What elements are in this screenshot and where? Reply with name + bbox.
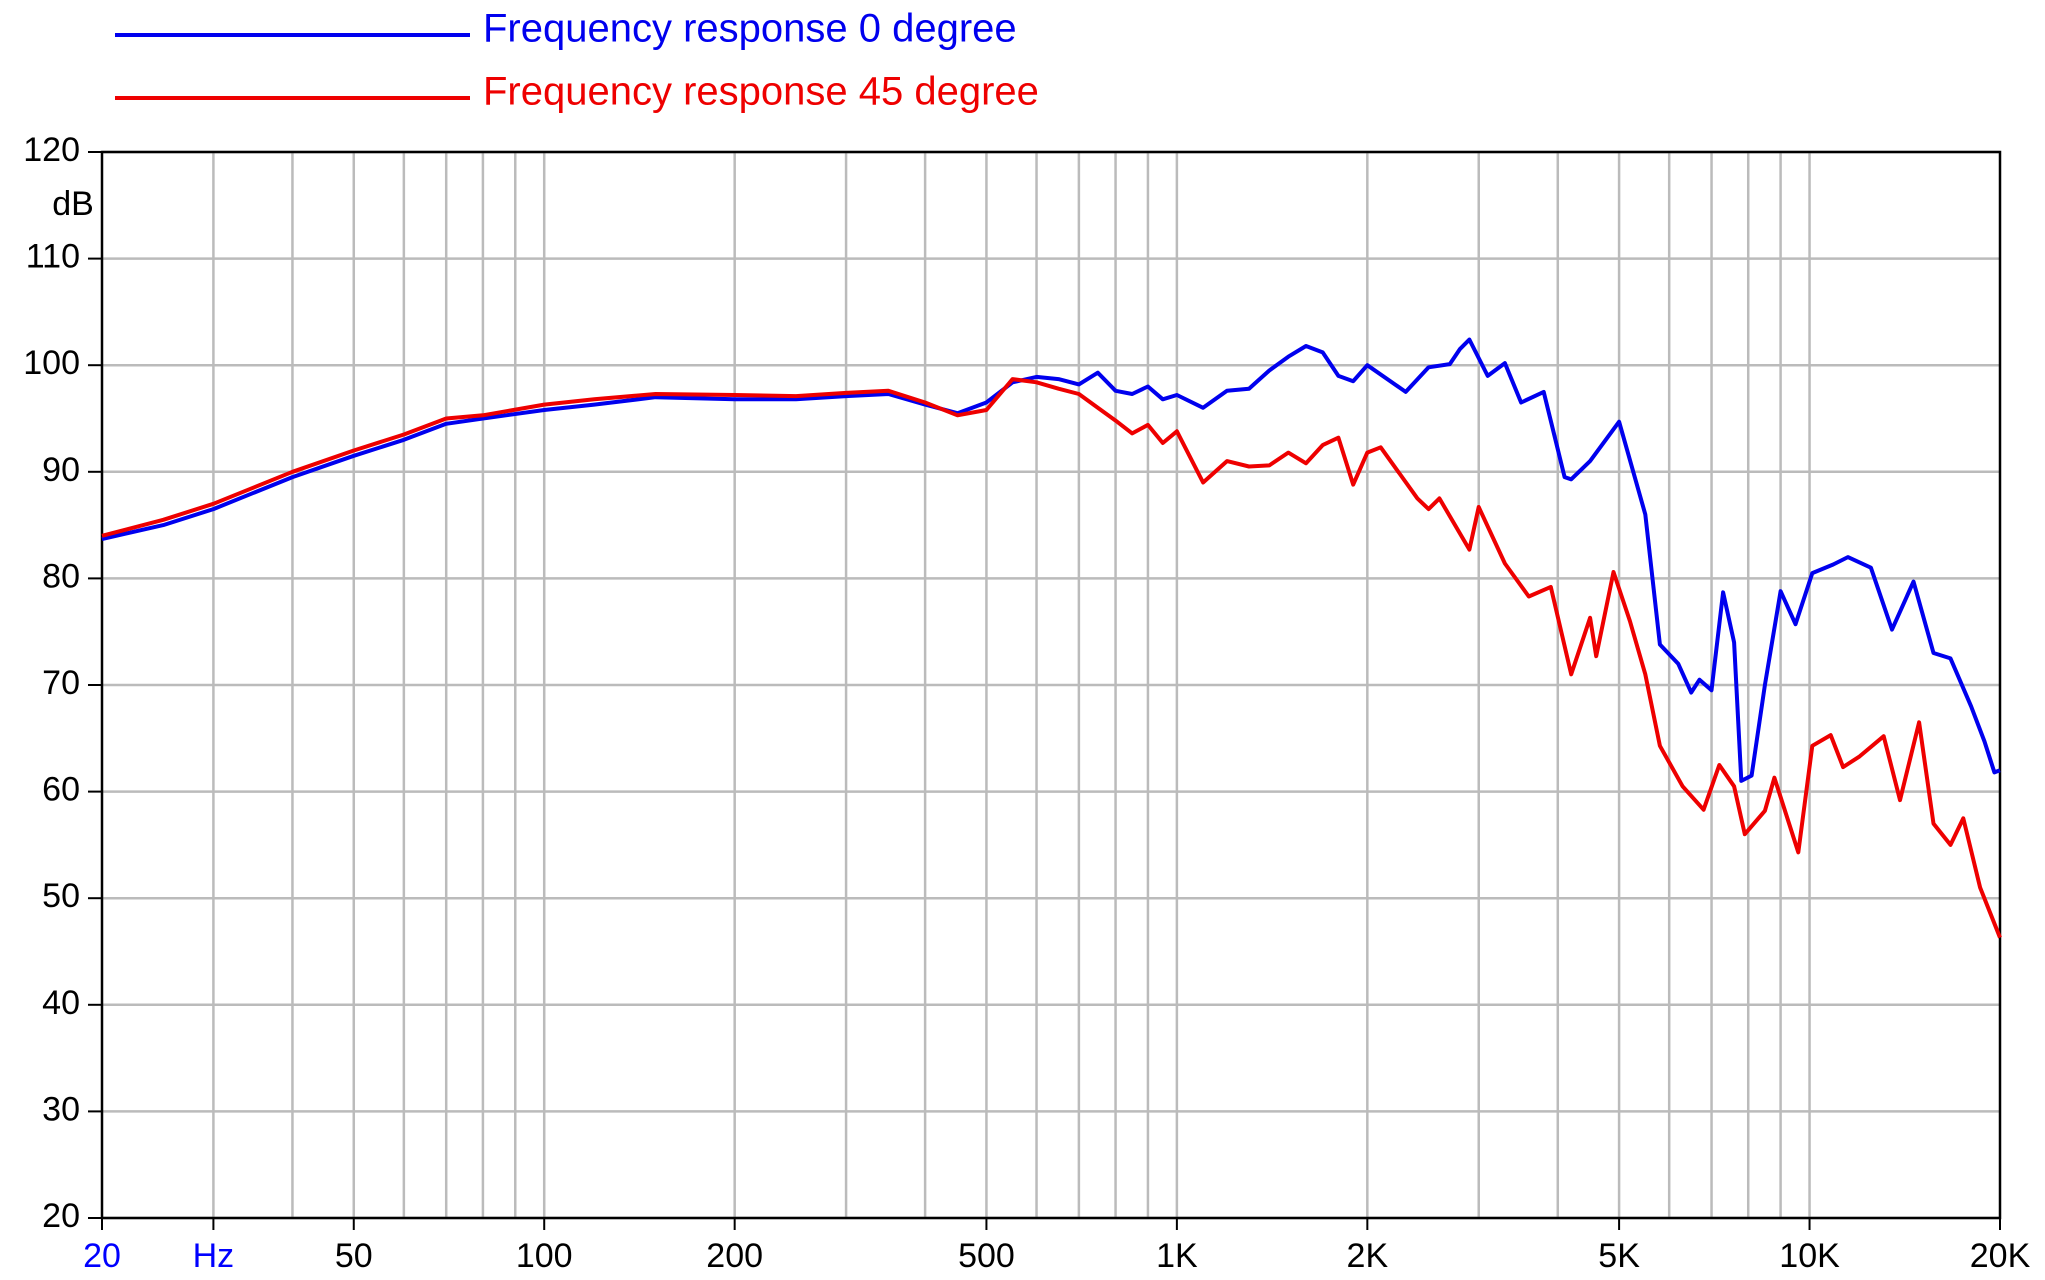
x-tick-label: 5K [1598, 1237, 1640, 1275]
legend-label: Frequency response 45 degree [483, 70, 1039, 114]
plot-frame [100, 150, 2002, 1220]
x-tick-label: 20K [1970, 1237, 2031, 1275]
x-tick-label: 500 [958, 1237, 1015, 1275]
x-tick-label: 50 [335, 1237, 373, 1275]
y-tick-label: 90 [42, 451, 80, 489]
y-tick-label: 120 [23, 131, 80, 169]
y-tick-label: 110 [26, 238, 80, 276]
x-tick-label: 100 [516, 1237, 573, 1275]
y-tick-label: 40 [42, 984, 80, 1022]
x-tick-label: 2K [1347, 1237, 1389, 1275]
y-tick-label: 30 [42, 1090, 80, 1128]
x-tick-label: 10K [1779, 1237, 1840, 1275]
x-tick-label: Hz [193, 1237, 235, 1275]
y-tick-label: 70 [42, 664, 80, 702]
series-line [101, 377, 2002, 939]
legend-label: Frequency response 0 degree [483, 7, 1017, 51]
y-tick-label: 80 [42, 557, 80, 595]
x-tick-label: 20 [83, 1237, 121, 1275]
y-tick-label: 20 [42, 1197, 80, 1235]
y-tick-label: 100 [23, 344, 80, 382]
series-line [101, 337, 2001, 783]
x-tick-label: 1K [1156, 1237, 1198, 1275]
y-unit-label: dB [52, 185, 94, 223]
y-tick-label: 50 [42, 877, 80, 915]
y-tick-label: 60 [42, 771, 80, 809]
x-tick-label: 200 [706, 1237, 763, 1275]
